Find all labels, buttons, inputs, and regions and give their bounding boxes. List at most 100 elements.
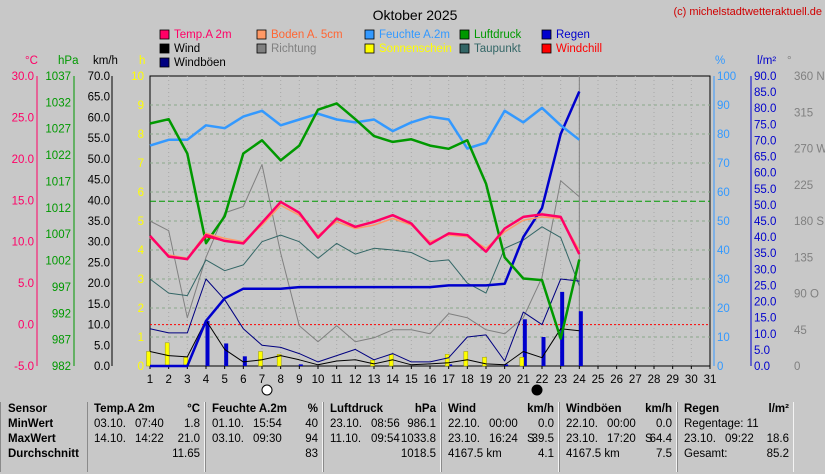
stats-direction: S: [645, 433, 653, 445]
legend-swatch: [256, 43, 267, 54]
humidity-tick-label: 30: [717, 274, 730, 286]
stats-date: 01.10.: [212, 418, 244, 430]
sun-tick-label: 5: [138, 216, 144, 228]
legend-swatch: [459, 43, 470, 54]
rain-tick-label: 80.0: [754, 103, 776, 115]
sun-tick-label: 2: [138, 303, 144, 315]
series-line-luftdruck: [149, 102, 581, 340]
rain-bar: [205, 320, 210, 366]
wind-tick-label: 45.0: [88, 175, 110, 187]
site-credit[interactable]: (c) michelstadtwetteraktuell.de: [673, 6, 822, 18]
rain-tick-label: 35.0: [754, 248, 776, 260]
rain-bar: [242, 356, 247, 366]
sunshine-bar: [146, 351, 151, 367]
sun-tick-label: 9: [138, 100, 144, 112]
day-tick-label: 25: [592, 374, 605, 386]
rain-tick-label: 10.0: [754, 329, 776, 341]
stats-time: 08:56: [371, 418, 400, 430]
sun-tick-label: 4: [138, 245, 145, 257]
legend-swatch: [459, 29, 470, 40]
stats-value: 85.2: [766, 448, 789, 460]
pressure-tick-label: 987: [52, 335, 71, 347]
stats-pressure-title: Luftdruck: [330, 403, 384, 415]
wind-tick-label: 40.0: [88, 195, 110, 207]
direction-tick-label: 90 O: [794, 289, 819, 301]
stats-date: 23.10.: [448, 433, 480, 445]
stats-value: 1018.5: [400, 448, 436, 460]
stats-time: 09:54: [371, 433, 400, 445]
day-tick-label: 17: [442, 374, 455, 386]
rain-tick-label: 20.0: [754, 297, 776, 309]
stats-value: 21.0: [177, 433, 200, 445]
wind-tick-label: 20.0: [88, 278, 110, 290]
stats-date: 14.10.: [94, 433, 126, 445]
stats-time: 14:22: [135, 433, 164, 445]
stats-rain: Regen l/m² Regentage: 11 23.10. 09:22 18.6 …: [677, 402, 794, 472]
day-tick-label: 19: [480, 374, 493, 386]
stats-value: 4.1: [538, 448, 554, 460]
sunshine-bar: [258, 351, 263, 367]
legend-label: Taupunkt: [474, 43, 521, 55]
sun-tick-label: 10: [131, 71, 144, 83]
day-tick-label: 23: [554, 374, 567, 386]
rain-bar: [541, 337, 546, 366]
pressure-tick-label: 992: [52, 308, 71, 320]
humidity-axis-unit: %: [715, 55, 725, 67]
chart-marks: [146, 90, 583, 368]
day-tick-label: 5: [221, 374, 227, 386]
stats-date: 23.10.: [684, 433, 716, 445]
legend-swatch: [541, 29, 552, 40]
stats-time: 00:00: [489, 418, 518, 430]
series-line-boden-a-5cm: [149, 204, 580, 260]
rain-tick-label: 75.0: [754, 119, 776, 131]
series-line-taupunkt: [149, 226, 580, 297]
day-tick-label: 16: [424, 374, 437, 386]
humidity-tick-label: 70: [717, 158, 730, 170]
wind-tick-label: 30.0: [88, 237, 110, 249]
chart-title: Oktober 2025: [373, 7, 458, 23]
wind-tick-label: 70.0: [88, 71, 110, 83]
stats-time: 15:54: [253, 418, 282, 430]
legend-swatch: [364, 43, 375, 54]
stats-gust: Windböen km/h 22.10. 00:00 0.0 23.10. 17:20 S…: [559, 402, 677, 472]
rain-tick-label: 30.0: [754, 264, 776, 276]
temp-tick-label: 0.0: [18, 320, 34, 332]
wind-tick-label: 0.0: [94, 361, 110, 373]
wind-tick-label: 25.0: [88, 257, 110, 269]
direction-tick-label: 225: [794, 180, 813, 192]
stats-row-label: MaxWert: [8, 433, 56, 445]
day-tick-label: 31: [704, 374, 717, 386]
pressure-tick-label: 997: [52, 282, 71, 294]
sunshine-bar: [444, 354, 450, 367]
pressure-tick-label: 1022: [45, 150, 71, 162]
rain-tick-label: 85.0: [754, 87, 776, 99]
stats-pressure-unit: hPa: [414, 403, 436, 415]
stats-time: 07:40: [135, 418, 164, 430]
legend-swatch: [159, 57, 170, 68]
day-tick-label: 18: [461, 374, 474, 386]
day-tick-label: 29: [666, 374, 679, 386]
legend-label: Richtung: [271, 43, 316, 55]
pressure-tick-label: 982: [52, 361, 71, 373]
pressure-tick-label: 1012: [45, 203, 71, 215]
sun-tick-label: 3: [138, 274, 144, 286]
rain-bar: [448, 364, 453, 366]
stats-date: 03.10.: [212, 433, 244, 445]
stats-row-label: MinWert: [8, 418, 54, 430]
legend-label: Windböen: [174, 57, 226, 69]
stats-humidity-unit: %: [307, 403, 318, 415]
rain-tick-label: 70.0: [754, 135, 776, 147]
stats-sensor-title: Sensor: [8, 403, 47, 415]
stats-value: 64.4: [649, 433, 672, 445]
rain-tick-label: 65.0: [754, 152, 776, 164]
humidity-tick-label: 50: [717, 216, 730, 228]
wind-tick-label: 15.0: [88, 299, 110, 311]
rain-tick-label: 55.0: [754, 184, 776, 196]
wind-tick-label: 10.0: [88, 320, 110, 332]
stats-value: 83: [305, 448, 318, 460]
stats-time: 09:22: [725, 433, 754, 445]
stats-humidity: Feuchte A.2m% 01.10. 15:54 40 03.10. 09:30 9…: [205, 402, 323, 472]
stats-value: 1.8: [184, 418, 200, 430]
legend-swatch: [256, 29, 267, 40]
temp-tick-label: 25.0: [12, 112, 34, 124]
